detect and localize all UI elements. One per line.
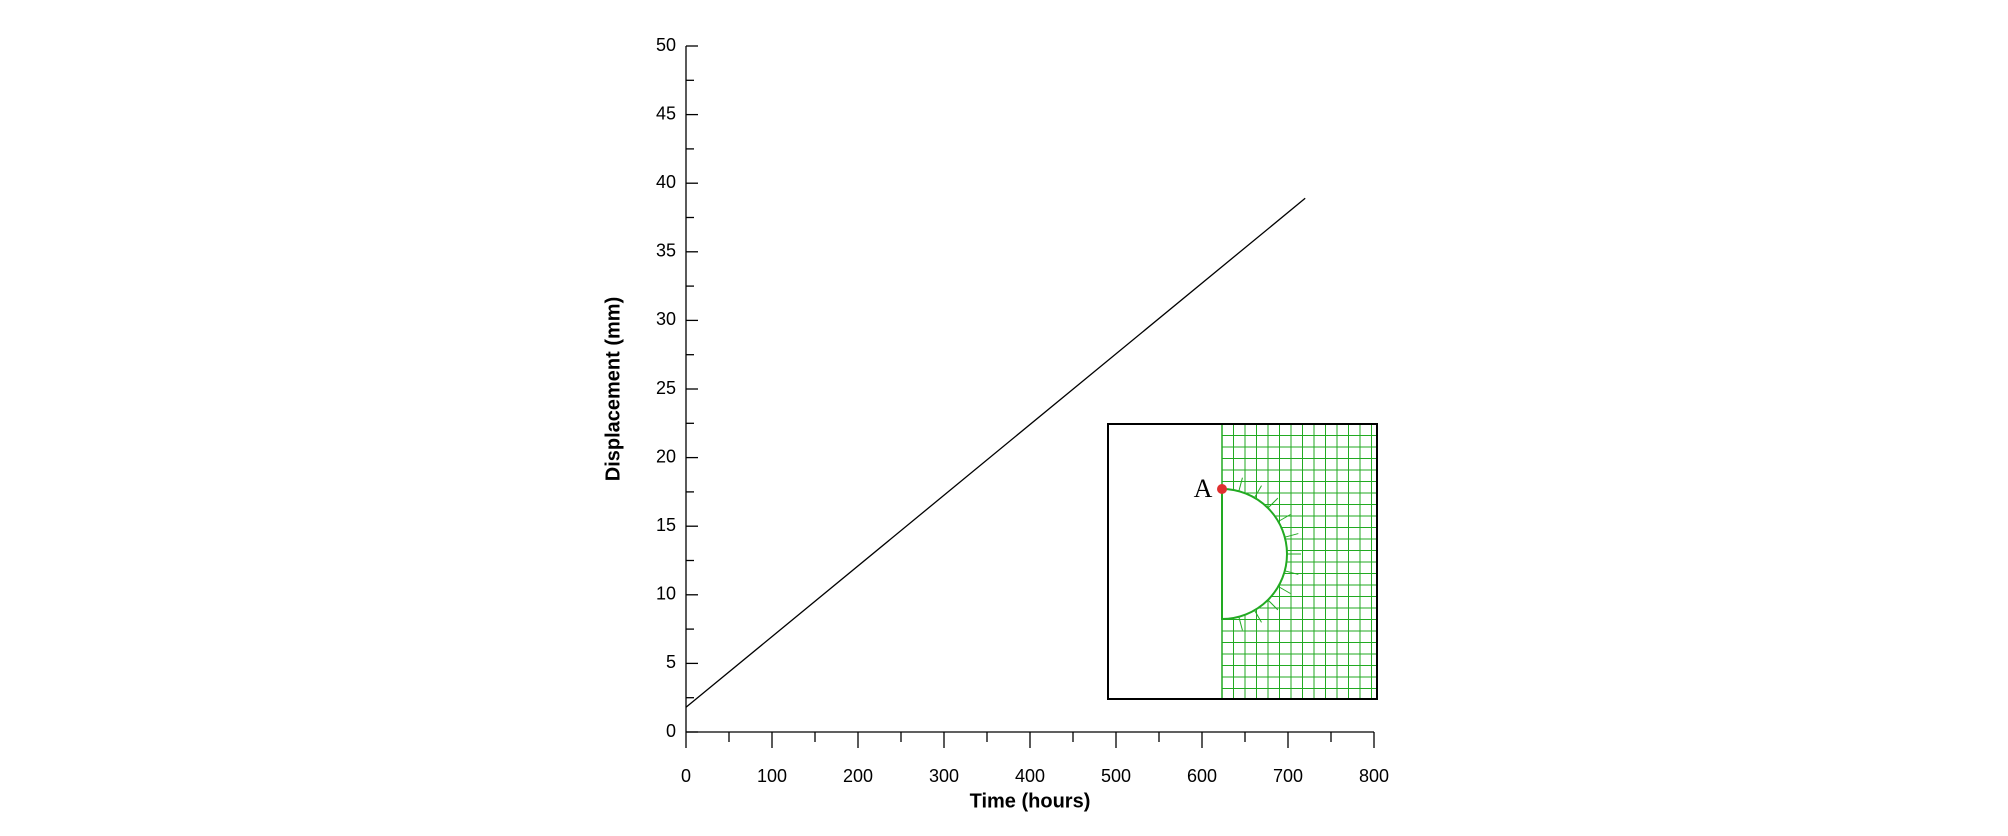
x-tick-label: 200 <box>843 766 873 786</box>
x-axis-title: Time (hours) <box>970 790 1091 812</box>
x-tick-label: 0 <box>681 766 691 786</box>
y-tick-label: 0 <box>666 721 676 741</box>
mesh-radial <box>1238 616 1243 631</box>
mesh-radial <box>1267 599 1279 611</box>
inset-border <box>1107 423 1378 700</box>
data-line <box>685 197 1306 708</box>
x-tick-label: 300 <box>929 766 959 786</box>
mesh-radial <box>1267 497 1279 509</box>
y-tick-label: 15 <box>656 515 676 535</box>
y-tick-label: 45 <box>656 103 676 123</box>
x-tick-label: 500 <box>1101 766 1131 786</box>
x-tick-label: 700 <box>1273 766 1303 786</box>
y-tick-label: 10 <box>656 584 676 604</box>
inset-mesh: A <box>1107 423 1378 700</box>
y-tick-label: 5 <box>666 652 676 672</box>
y-tick-label: 25 <box>656 378 676 398</box>
y-tick-label: 40 <box>656 172 676 192</box>
mesh-radial <box>1278 586 1291 594</box>
x-tick-label: 400 <box>1015 766 1045 786</box>
mesh-radial <box>1238 477 1243 492</box>
mesh-radial <box>1278 514 1291 522</box>
point-a <box>1217 484 1227 494</box>
y-tick-label: 35 <box>656 241 676 261</box>
y-tick-label: 20 <box>656 446 676 466</box>
y-tick-label: 30 <box>656 309 676 329</box>
mesh-radial <box>1254 610 1262 623</box>
inset-label: A <box>1194 474 1213 503</box>
mesh-radial <box>1254 485 1262 498</box>
y-tick-label: 50 <box>656 35 676 55</box>
x-tick-label: 600 <box>1187 766 1217 786</box>
hole <box>1221 487 1288 621</box>
x-tick-label: 100 <box>757 766 787 786</box>
mesh-radial <box>1284 533 1299 538</box>
y-axis-title: Displacement (mm) <box>602 297 624 482</box>
x-tick-label: 800 <box>1359 766 1389 786</box>
mesh-radial <box>1284 570 1299 575</box>
